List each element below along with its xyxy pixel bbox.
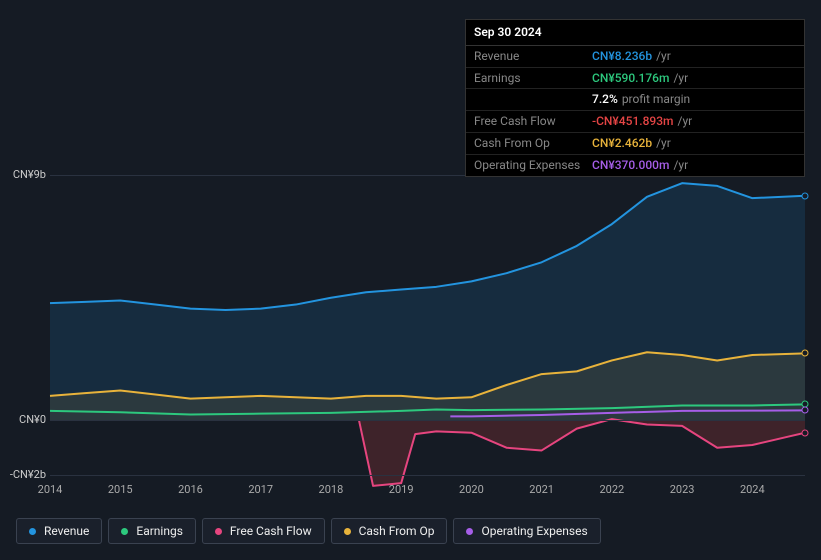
legend-label: Revenue	[44, 524, 89, 538]
x-axis: 2014 2015 2016 2017 2018 2019 2020 2021 2022 2023…	[16, 483, 805, 503]
chart-tooltip: Sep 30 2024RevenueCN¥8.236b/yrEarningsCN…	[465, 19, 805, 177]
tooltip-metric-value: -CN¥451.893m	[592, 113, 674, 130]
legend-item-free-cash-flow[interactable]: Free Cash Flow	[202, 518, 325, 544]
x-axis-label: 2019	[389, 483, 414, 496]
tooltip-metric-value: CN¥370.000m	[592, 157, 669, 174]
tooltip-metric-label: Free Cash Flow	[474, 113, 592, 130]
financial-line-chart[interactable]	[16, 175, 805, 475]
x-axis-label: 2020	[459, 483, 484, 496]
tooltip-suffix: /yr	[656, 135, 671, 152]
legend-label: Cash From Op	[359, 524, 435, 538]
legend-dot	[29, 528, 36, 535]
x-axis-label: 2016	[178, 483, 203, 496]
tooltip-metric-label: Earnings	[474, 70, 592, 87]
tooltip-row: Free Cash Flow-CN¥451.893m/yr	[466, 111, 804, 133]
series-end-dot	[802, 407, 809, 414]
gridline	[50, 475, 805, 476]
x-axis-label: 2023	[670, 483, 695, 496]
tooltip-date: Sep 30 2024	[466, 20, 804, 46]
tooltip-row: 7.2%profit margin	[466, 89, 804, 111]
x-axis-label: 2022	[599, 483, 624, 496]
tooltip-metric-label: Operating Expenses	[474, 157, 592, 174]
tooltip-row: RevenueCN¥8.236b/yr	[466, 46, 804, 68]
legend-label: Earnings	[136, 524, 183, 538]
tooltip-metric-label: Revenue	[474, 48, 592, 65]
chart-legend: Revenue Earnings Free Cash Flow Cash From O…	[16, 518, 601, 544]
x-axis-label: 2014	[38, 483, 63, 496]
gridline	[50, 420, 805, 421]
y-axis-label: CN¥0	[19, 413, 46, 426]
tooltip-metric-value: CN¥590.176m	[592, 70, 669, 87]
tooltip-row: Operating ExpensesCN¥370.000m/yr	[466, 155, 804, 176]
series-end-dot	[802, 192, 809, 199]
x-axis-label: 2015	[108, 483, 133, 496]
tooltip-suffix: /yr	[673, 70, 688, 87]
legend-dot	[344, 528, 351, 535]
tooltip-metric-value: CN¥2.462b	[592, 135, 652, 152]
x-axis-label: 2017	[248, 483, 273, 496]
tooltip-suffix: /yr	[656, 48, 671, 65]
tooltip-metric-value: CN¥8.236b	[592, 48, 652, 65]
legend-dot	[466, 528, 473, 535]
series-end-dot	[802, 429, 809, 436]
tooltip-metric-label	[474, 91, 592, 108]
legend-item-revenue[interactable]: Revenue	[16, 518, 102, 544]
legend-dot	[121, 528, 128, 535]
series-end-dot	[802, 350, 809, 357]
legend-item-cash-from-op[interactable]: Cash From Op	[331, 518, 448, 544]
x-axis-label: 2018	[319, 483, 344, 496]
legend-dot	[215, 528, 222, 535]
legend-label: Free Cash Flow	[230, 524, 312, 538]
y-axis-label: CN¥9b	[13, 168, 46, 181]
y-axis-label: -CN¥2b	[10, 468, 46, 481]
tooltip-metric-label: Cash From Op	[474, 135, 592, 152]
legend-item-operating-expenses[interactable]: Operating Expenses	[453, 518, 600, 544]
legend-label: Operating Expenses	[481, 524, 587, 538]
x-axis-label: 2024	[740, 483, 765, 496]
tooltip-row: EarningsCN¥590.176m/yr	[466, 68, 804, 90]
tooltip-suffix: /yr	[673, 157, 688, 174]
tooltip-metric-value: 7.2%	[592, 91, 618, 108]
x-axis-label: 2021	[529, 483, 554, 496]
legend-item-earnings[interactable]: Earnings	[108, 518, 196, 544]
tooltip-suffix: /yr	[678, 113, 693, 130]
tooltip-row: Cash From OpCN¥2.462b/yr	[466, 133, 804, 155]
chart-svg	[50, 175, 805, 475]
tooltip-suffix: profit margin	[622, 91, 690, 108]
